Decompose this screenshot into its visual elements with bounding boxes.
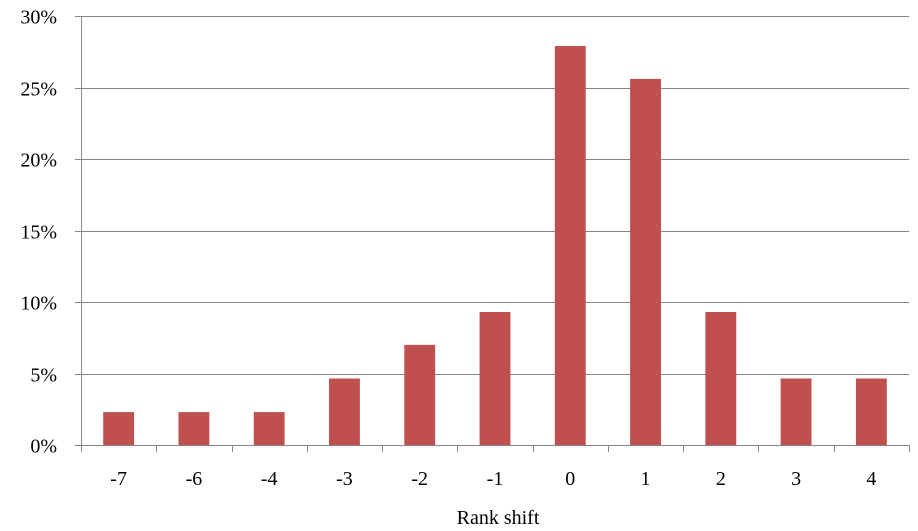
x-tick-label: -7 <box>110 468 127 490</box>
y-tick-label: 25% <box>20 79 57 101</box>
bar <box>705 312 737 445</box>
x-tick-label: 1 <box>641 468 651 490</box>
bar <box>404 344 436 445</box>
x-axis-title: Rank shift <box>457 507 540 529</box>
x-tick-label: -3 <box>336 468 353 490</box>
bar <box>630 78 661 446</box>
bar <box>103 412 135 445</box>
bar <box>178 412 210 445</box>
y-tick-label: 5% <box>30 365 57 387</box>
axes <box>75 16 910 452</box>
y-tick-labels: 0% 5% 10% 15% 20% 25% 30% <box>20 7 57 458</box>
y-tick-label: 20% <box>20 150 57 172</box>
y-tick-label: 0% <box>30 436 57 458</box>
bar <box>780 378 812 445</box>
y-tick-label: 30% <box>20 7 57 29</box>
bar <box>329 378 360 445</box>
x-tick-label: 3 <box>791 468 801 490</box>
bar <box>554 46 586 445</box>
x-tick-label: -6 <box>186 468 203 490</box>
x-tick-label: 4 <box>866 468 876 490</box>
bar <box>479 312 511 445</box>
x-tick-label: -1 <box>487 468 504 490</box>
x-tick-label: -2 <box>411 468 428 490</box>
bar <box>855 378 887 445</box>
x-tick-label: 0 <box>565 468 575 490</box>
x-tick-label: -4 <box>261 468 278 490</box>
y-tick-label: 10% <box>20 293 57 315</box>
bars <box>103 46 887 446</box>
gridlines <box>81 16 909 375</box>
x-tick-label: 2 <box>716 468 726 490</box>
x-tick-labels: -7 -6 -4 -3 -2 -1 0 1 2 3 4 <box>110 468 876 490</box>
bar <box>253 412 285 445</box>
y-tick-label: 15% <box>20 222 57 244</box>
